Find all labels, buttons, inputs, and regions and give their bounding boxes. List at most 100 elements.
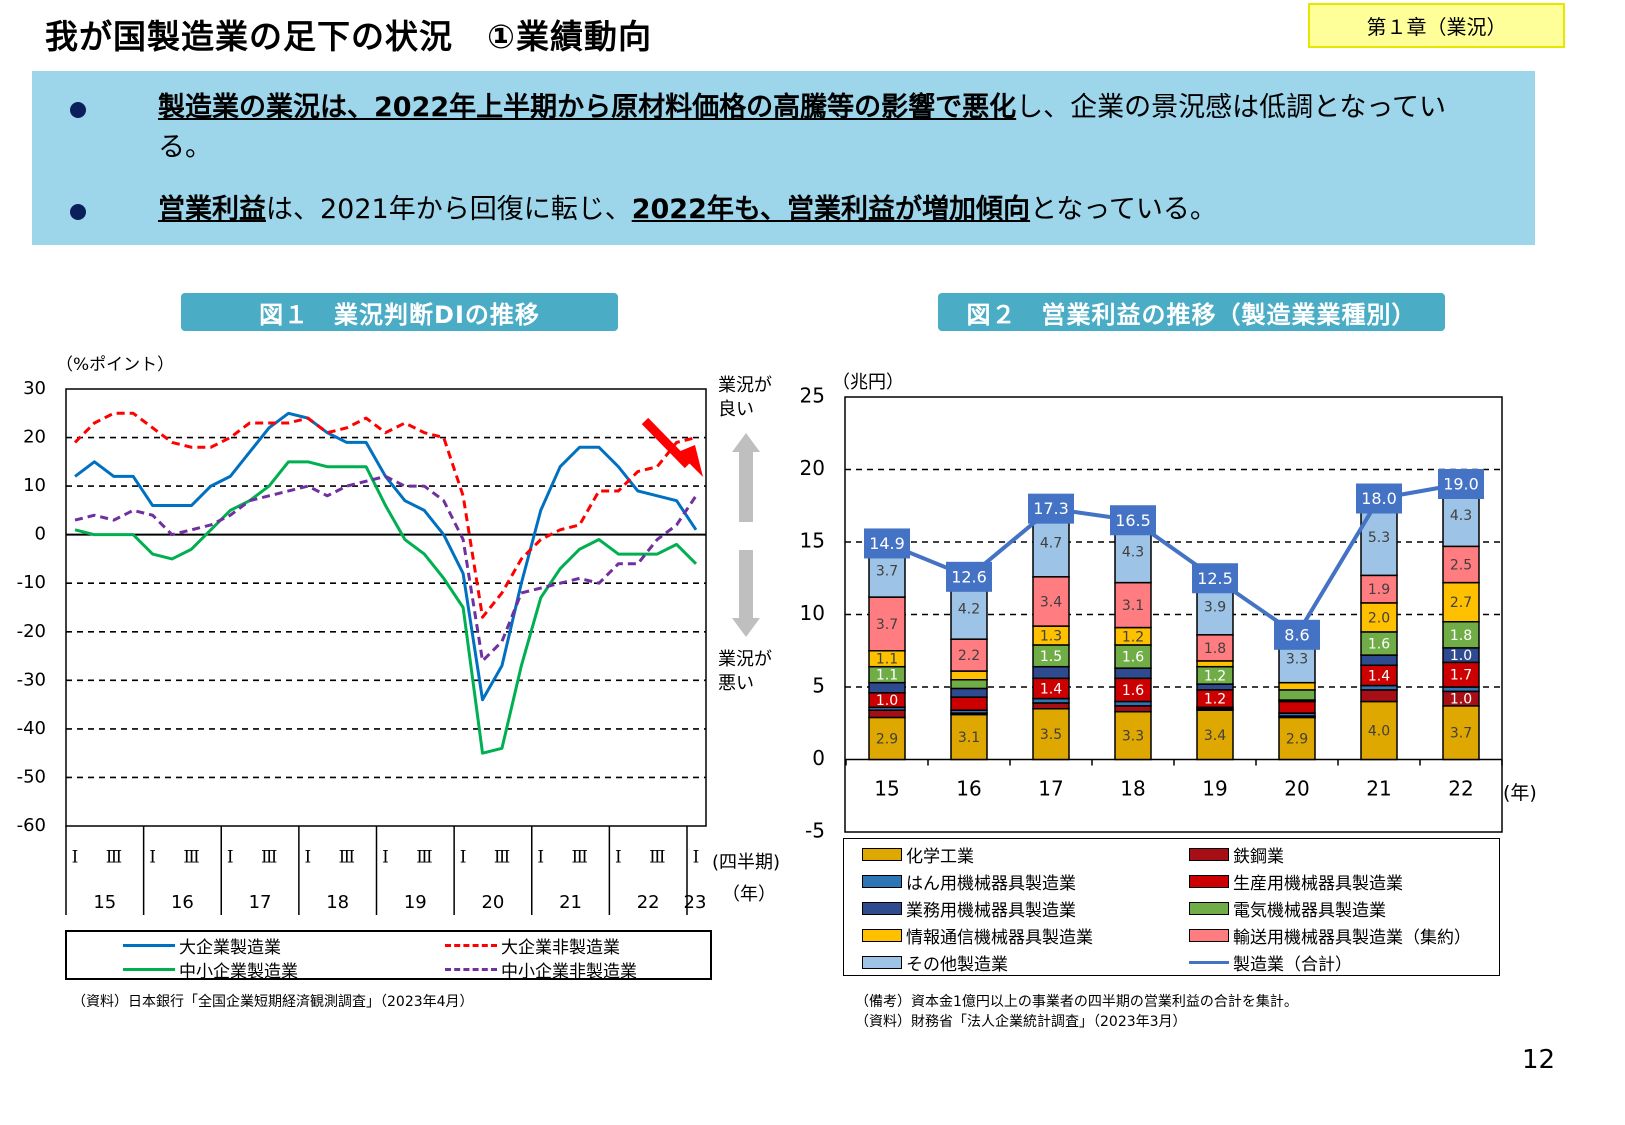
bar-segment-label: 1.0 (876, 693, 898, 709)
y-tick-label: 0 (35, 524, 46, 545)
x-tick-label: 16 (956, 777, 981, 801)
figure2-unit-label: （兆円） (832, 372, 904, 393)
bar-segment-label: 1.9 (1368, 582, 1390, 598)
y-tick-label: -50 (17, 766, 46, 787)
figure1-unit-label: （%ポイント） (56, 355, 175, 375)
bar-segment (950, 670, 988, 681)
legend-swatch-icon (1189, 875, 1229, 888)
bar-segment-label: 1.5 (1040, 649, 1062, 665)
bar-segment-label: 3.7 (1450, 726, 1472, 742)
bullet-1-emphasis: 製造業の業況は、2022年上半期から原材料価格の高騰等の影響で悪化 (158, 92, 1017, 123)
bar-segment (868, 709, 906, 719)
bar-segment-label: 2.9 (876, 731, 898, 747)
legend-label: 中小企業製造業 (179, 962, 298, 982)
quarter-tick-label: Ⅰ (72, 848, 79, 868)
bar-segment (1114, 705, 1152, 713)
bar-segment-label: 4.0 (1368, 724, 1390, 740)
legend-line-icon (123, 968, 175, 971)
legend-line-icon (445, 944, 497, 947)
bar-segment (1360, 654, 1398, 666)
bullet-2-text-2: となっている。 (1030, 194, 1217, 225)
y-tick-label: -10 (17, 572, 46, 593)
bar-segment-label: 1.8 (1204, 641, 1226, 657)
bad-arrow-shaft (739, 550, 753, 622)
figure2-year-axis-label: (年) (1503, 782, 1537, 804)
y-tick-label: 25 (800, 384, 825, 408)
bar-segment-label: 4.3 (1450, 508, 1472, 524)
figure1-source: （資料）日本銀行「全国企業短期経済観測調査」（2023年4月） (72, 994, 474, 1010)
quarter-tick-label: Ⅲ (494, 848, 510, 868)
bar-segment (1032, 708, 1070, 761)
good-arrow-shaft (739, 450, 753, 522)
legend-swatch-icon (862, 929, 902, 942)
bar-segment-label: 1.6 (1122, 650, 1144, 666)
legend-line-icon (1189, 961, 1229, 964)
good-label: 業況が 良い (718, 375, 772, 420)
bar-segment (950, 696, 988, 711)
legend-swatch-icon (1189, 848, 1229, 861)
total-label-box (1274, 619, 1320, 650)
quarter-tick-label: Ⅰ (615, 848, 622, 868)
quarter-tick-label: Ⅲ (416, 848, 432, 868)
year-tick-label: 23 (684, 892, 707, 913)
total-label: 18.0 (1361, 489, 1397, 508)
y-tick-label: -20 (17, 621, 46, 642)
figure2-legend: 化学工業 鉄鋼業 はん用機械器具製造業 生産用機械器具製造業 業務用機械器具製造業 電気機… (843, 838, 1500, 976)
y-tick-label: 10 (23, 475, 46, 496)
legend-line-icon (123, 944, 175, 947)
bar-segment-label: 4.7 (1040, 536, 1062, 552)
y-tick-label: 20 (23, 427, 46, 448)
bar-segment-label: 3.1 (958, 730, 980, 746)
legend-item: 大企業製造業 (123, 933, 281, 958)
year-axis-label: （年） (722, 884, 776, 905)
bar-segment (950, 679, 988, 690)
bar-segment-label: 1.3 (1040, 629, 1062, 645)
bar-segment-label: 3.4 (1040, 594, 1062, 610)
bullet-dot-icon (70, 102, 86, 118)
figure2-title: 図２ 営業利益の推移（製造業業種別） (938, 293, 1445, 331)
summary-bullet-2: 営業利益は、2021年から回復に転じ、2022年も、営業利益が増加傾向となってい… (70, 190, 1490, 230)
bar-segment-label: 1.2 (1204, 668, 1226, 684)
figure1-title: 図１ 業況判断DIの推移 (181, 293, 618, 331)
bar-segment-label: 1.6 (1122, 683, 1144, 699)
bar-segment-label: 3.7 (876, 563, 898, 579)
bar-segment-label: 1.4 (1040, 681, 1062, 697)
bar-segment-label: 1.2 (1204, 692, 1226, 708)
quarter-tick-label: Ⅲ (106, 848, 122, 868)
legend-item: 製造業（合計） (1189, 950, 1352, 975)
bar-segment-label: 1.1 (876, 668, 898, 684)
year-tick-label: 17 (249, 892, 272, 913)
quarter-tick-label: Ⅰ (693, 848, 700, 868)
legend-swatch-icon (862, 848, 902, 861)
bar-segment (868, 596, 906, 652)
legend-swatch-icon (862, 956, 902, 969)
total-label-box (864, 528, 910, 559)
y-tick-label: 5 (812, 674, 825, 698)
legend-item: 情報通信機械器具製造業 (862, 923, 1093, 948)
bar-segment-label: 3.3 (1122, 729, 1144, 745)
legend-swatch-icon (862, 875, 902, 888)
quarter-tick-label: Ⅰ (227, 848, 234, 868)
y-tick-label: 15 (800, 529, 825, 553)
legend-label: その他製造業 (906, 955, 1008, 975)
up-arrow-icon (732, 433, 760, 452)
bar-segment (1278, 689, 1316, 701)
total-label-box (1028, 493, 1074, 524)
bar-segment-label: 1.8 (1450, 628, 1472, 644)
quarter-tick-label: Ⅰ (382, 848, 389, 868)
total-label: 14.9 (869, 534, 905, 553)
bar-segment (1032, 702, 1070, 710)
legend-label: 情報通信機械器具製造業 (906, 928, 1093, 948)
total-label: 17.3 (1033, 499, 1069, 518)
total-label-box (1110, 505, 1156, 536)
bar-segment (1032, 665, 1070, 680)
quarter-tick-label: Ⅰ (305, 848, 312, 868)
y-tick-label: 10 (800, 601, 825, 625)
bad-label: 業況が 悪い (718, 649, 772, 694)
legend-label: 電気機械器具製造業 (1233, 901, 1386, 921)
y-tick-label: -60 (17, 815, 46, 836)
y-tick-label: -40 (17, 718, 46, 739)
bar-segment-label: 2.7 (1450, 595, 1472, 611)
bar-segment (1196, 709, 1234, 761)
bar-segment-label: 3.9 (1204, 600, 1226, 616)
